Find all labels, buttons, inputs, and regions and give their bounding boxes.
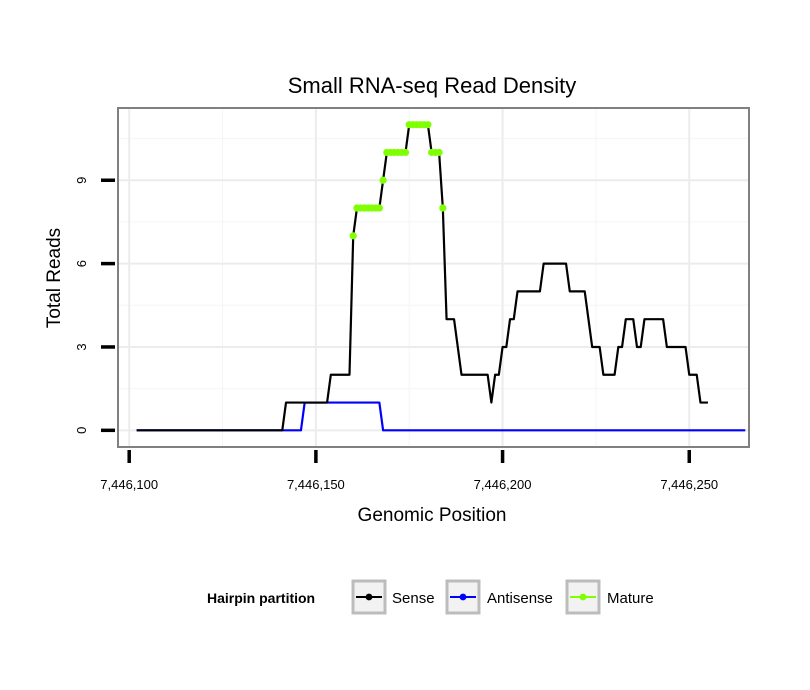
mature-point <box>424 121 432 129</box>
plot-border <box>117 107 750 448</box>
mature-point <box>349 232 357 240</box>
legend-key-point <box>459 593 467 601</box>
x-tick-label: 7,446,100 <box>100 477 158 492</box>
plot-panel <box>118 108 749 447</box>
legend-label-mature: Mature <box>607 590 654 607</box>
legend: Hairpin partition Sense Antisense Mature <box>207 579 654 615</box>
mature-point <box>435 148 443 157</box>
mature-point <box>375 204 383 212</box>
x-tick-label: 7,446,250 <box>660 477 718 492</box>
y-tick-label: 0 <box>74 427 89 434</box>
chart-title: Small RNA-seq Read Density <box>288 73 577 98</box>
legend-key-point <box>365 593 373 601</box>
x-axis: 7,446,100 7,446,150 7,446,200 7,446,250 <box>100 450 718 492</box>
x-tick-label: 7,446,150 <box>287 477 345 492</box>
legend-title: Hairpin partition <box>207 590 315 606</box>
y-tick-label: 3 <box>74 343 89 350</box>
y-axis: 0 3 6 9 <box>74 177 115 434</box>
legend-label-sense: Sense <box>392 590 435 607</box>
mature-point <box>401 148 410 157</box>
y-tick-label: 6 <box>74 260 89 267</box>
x-axis-title: Genomic Position <box>358 505 507 526</box>
series-layer <box>136 121 746 432</box>
mature-point <box>439 204 447 212</box>
legend-label-antisense: Antisense <box>487 590 553 607</box>
x-tick-label: 7,446,200 <box>474 477 532 492</box>
legend-key-point <box>579 593 587 601</box>
y-axis-title: Total Reads <box>44 228 65 328</box>
mature-point <box>379 176 387 184</box>
y-tick-label: 9 <box>74 177 89 184</box>
